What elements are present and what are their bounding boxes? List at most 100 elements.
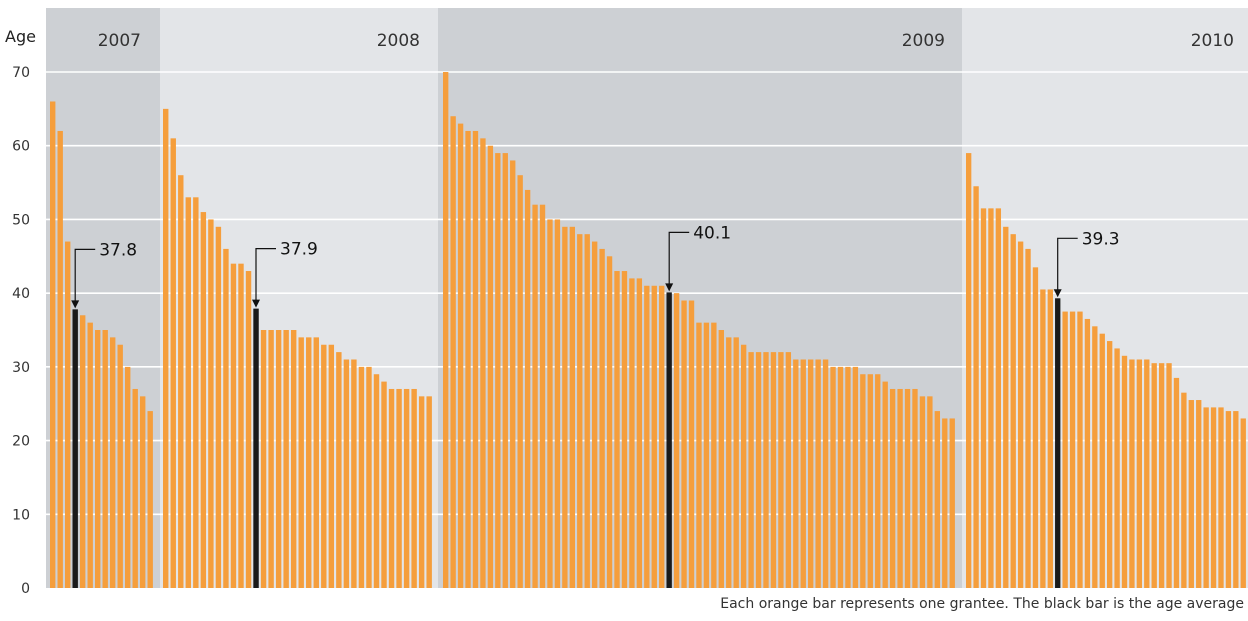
grantee-bar-2008-28 [366, 366, 372, 588]
grantee-bar-2008-5 [193, 197, 199, 588]
grantee-bar-2007-6 [87, 322, 93, 588]
grantee-bar-2007-13 [140, 396, 146, 588]
grantee-bar-2007-3 [65, 241, 71, 589]
grantee-bar-2010-8 [1017, 241, 1024, 589]
grantee-bar-2008-18 [290, 330, 297, 588]
grantee-bar-2010-18 [1092, 326, 1098, 588]
grantee-bar-2010-7 [1010, 234, 1016, 589]
grantee-bar-2008-34 [411, 388, 417, 588]
grantee-bar-2009-28 [644, 285, 650, 588]
grantee-bar-2010-16 [1077, 311, 1083, 588]
grantee-bar-2008-31 [388, 388, 395, 588]
y-tick-label-20: 20 [12, 434, 30, 450]
grantee-bar-2008-26 [351, 359, 357, 588]
grantee-bar-2009-55 [845, 366, 851, 588]
grantee-bar-2007-2 [57, 130, 63, 588]
grantee-bar-2009-20 [584, 234, 590, 589]
grantee-bar-2009-32 [673, 293, 680, 588]
grantee-bar-2010-3 [980, 208, 987, 588]
grantee-bar-2007-9 [110, 337, 116, 588]
chart-footnote: Each orange bar represents one grantee. … [720, 596, 1244, 612]
grantee-bar-2009-6 [480, 138, 486, 588]
grantee-bar-2010-19 [1099, 333, 1105, 588]
grantee-bar-2010-21 [1114, 348, 1120, 588]
grantee-bar-2009-24 [614, 271, 620, 588]
grantee-bar-2009-11 [517, 175, 523, 588]
grantee-bar-2008-21 [313, 337, 319, 588]
grantee-bar-2010-10 [1032, 267, 1039, 588]
grantee-bar-2007-14 [147, 411, 153, 588]
grantee-bar-2010-1 [966, 153, 972, 588]
grantee-bar-2009-23 [606, 256, 613, 588]
grantee-bar-2009-39 [726, 337, 732, 588]
grantee-bar-2008-8 [215, 226, 222, 589]
grantee-bar-2010-24 [1136, 359, 1143, 588]
grantee-bar-2009-64 [912, 388, 918, 588]
grantee-bar-2010-22 [1121, 355, 1128, 588]
average-callout-arrow-2009 [665, 283, 674, 292]
grantee-bar-2009-4 [465, 130, 471, 588]
grantee-bar-2008-30 [381, 381, 387, 588]
grantee-bar-2009-15 [547, 219, 553, 588]
grantee-bar-2008-27 [358, 366, 365, 588]
grantee-bar-2007-11 [125, 366, 131, 588]
grantee-bar-2010-38 [1240, 418, 1246, 588]
average-callout-line-2008 [255, 248, 276, 301]
grantee-bar-2009-67 [934, 411, 941, 588]
grantee-bar-2010-5 [995, 208, 1002, 588]
grantee-bar-2008-14 [260, 330, 267, 588]
grantee-bar-2009-33 [681, 300, 687, 588]
grantee-bar-2008-33 [403, 388, 410, 588]
average-label-2008: 37.9 [280, 240, 318, 260]
grantee-bar-2009-7 [487, 145, 494, 588]
grantee-bar-2008-24 [336, 352, 342, 588]
year-label-2007: 2007 [98, 31, 141, 51]
grantee-bar-2009-50 [808, 359, 814, 588]
grantee-bar-2010-27 [1158, 363, 1165, 588]
grantee-bar-2008-29 [373, 374, 380, 588]
grantee-bar-2009-36 [703, 322, 710, 588]
grantee-bar-2009-49 [800, 359, 806, 588]
grantee-bar-2007-5 [80, 315, 86, 588]
grantee-bar-2008-16 [275, 330, 282, 588]
grantee-bar-2009-57 [860, 374, 866, 588]
average-callout-arrow-2007 [71, 300, 80, 309]
year-label-2008: 2008 [377, 31, 420, 51]
grantee-bar-2009-21 [591, 241, 598, 589]
grantee-bar-2010-30 [1181, 392, 1187, 588]
y-axis-label: Age [5, 27, 36, 46]
grantee-bar-2009-12 [524, 189, 531, 588]
grantee-bar-2009-68 [942, 418, 948, 588]
y-tick-label-30: 30 [12, 360, 30, 376]
grantee-bar-2008-36 [426, 396, 432, 588]
grantee-bar-2009-18 [569, 226, 575, 589]
grantee-bar-2009-19 [577, 234, 583, 589]
grantee-bar-2009-42 [748, 352, 754, 588]
grantee-bar-2009-44 [763, 352, 769, 588]
grantee-bar-2010-28 [1166, 363, 1172, 588]
grantee-bar-2010-35 [1218, 407, 1224, 588]
grantee-bar-2008-10 [230, 263, 237, 588]
grantee-bar-2008-3 [178, 175, 184, 588]
grantee-bar-2009-1 [443, 72, 449, 588]
grantee-bar-2010-25 [1144, 359, 1150, 588]
grantee-bar-2009-66 [927, 396, 933, 588]
y-tick-label-10: 10 [12, 507, 30, 523]
grantee-bar-2009-47 [785, 352, 792, 588]
grantee-bar-2009-13 [532, 204, 538, 588]
grantee-bar-2008-9 [223, 248, 229, 588]
grantee-bar-2009-25 [621, 271, 628, 588]
grantee-bar-2009-22 [599, 248, 605, 588]
grantee-bar-2010-20 [1107, 341, 1113, 588]
grantee-bar-2008-23 [328, 344, 335, 588]
grantee-bar-2007-10 [117, 344, 123, 588]
grantee-bar-2009-41 [740, 344, 747, 588]
grantee-bar-2010-9 [1025, 248, 1031, 588]
grantee-bar-2009-60 [882, 381, 888, 588]
grantee-bar-2008-7 [208, 219, 214, 588]
grantee-bar-2009-37 [711, 322, 717, 588]
grantee-bar-2009-54 [837, 366, 844, 588]
grantee-bar-2009-5 [472, 130, 479, 588]
